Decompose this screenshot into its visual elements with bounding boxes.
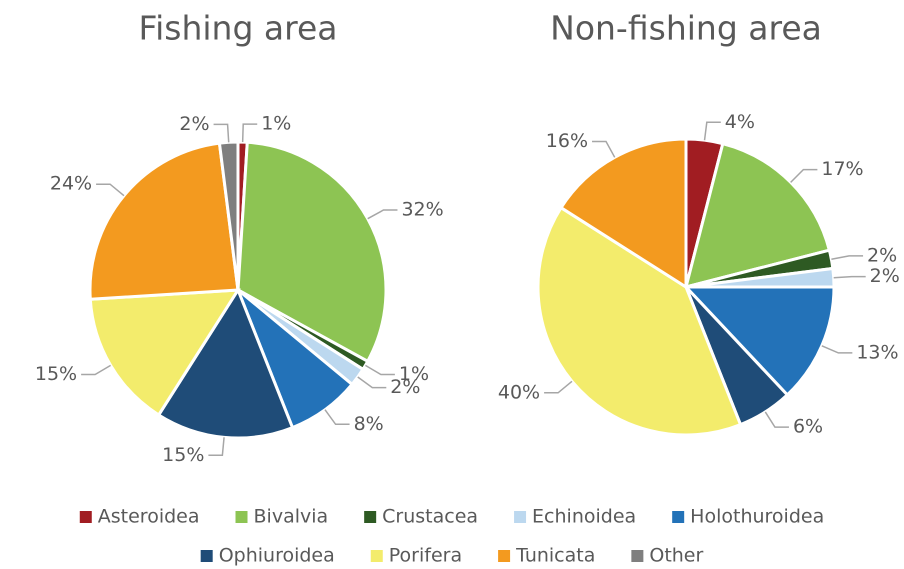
leader-line [241,123,258,143]
legend-swatch [79,511,92,523]
pie-slice [88,141,240,301]
leader-line [544,380,573,394]
value-label: 1% [261,113,291,135]
legend-swatch [631,550,644,562]
value-label: 15% [35,363,77,385]
pie-slice [558,137,688,290]
legend-item: Tunicata [498,545,595,567]
legend-label: Tunicata [515,545,595,567]
legend-label: Bivalvia [254,506,329,528]
leader-line [367,209,398,220]
pie-slice [683,141,832,290]
legend-item: Ophiuroidea [200,545,335,567]
leader-line [208,437,225,457]
leader-line [764,411,789,428]
leader-line [324,409,350,426]
legend-swatch [514,511,527,523]
leader-line [96,183,125,197]
legend-label: Porifera [389,545,462,567]
value-label: 2% [390,376,420,398]
pie-slice [217,140,240,291]
legend-swatch [364,511,377,523]
legend-swatch [498,550,511,562]
leader-line [592,140,616,158]
legend-label: Crustacea [382,506,478,528]
leader-line [213,123,230,143]
value-label: 6% [793,416,823,438]
legend-swatch [200,550,213,562]
legend-label: Ophiuroidea [219,545,335,567]
leader-line [703,121,721,141]
value-label: 40% [498,381,540,403]
value-label: 24% [50,173,92,195]
legend-label: Other [649,545,703,567]
legend-swatch [235,511,248,523]
legend-swatch [672,511,685,523]
pie-slice [536,205,743,437]
value-label: 1% [399,363,429,385]
legend-item: Echinoidea [514,506,636,528]
value-label: 2% [179,113,209,135]
value-label: 17% [821,158,863,180]
pie-slice [682,285,836,398]
legend-swatch [370,550,383,562]
value-label: 15% [162,444,204,466]
value-label: 8% [354,413,384,435]
value-label: 2% [867,244,897,266]
value-label: 13% [856,341,898,363]
leader-line [790,168,818,183]
legend-label: Asteroidea [98,506,200,528]
chart-title: Non-fishing area [550,9,822,48]
legend-item: Crustacea [364,506,478,528]
value-label: 32% [401,199,443,221]
leader-line [81,364,111,376]
legend-item: Porifera [370,545,462,567]
pie-slice [236,140,388,364]
leader-line [357,376,387,389]
value-label: 2% [870,265,900,287]
legend-item: Asteroidea [79,506,200,528]
legend-item: Other [631,545,703,567]
leader-line [833,275,866,279]
leader-line [821,345,853,354]
legend-item: Holothuroidea [672,506,824,528]
value-label: 4% [725,111,755,133]
legend-item: Bivalvia [235,506,329,528]
leader-line [831,255,864,261]
legend-label: Echinoidea [532,506,636,528]
chart-title: Fishing area [139,9,338,48]
legend-label: Holothuroidea [690,506,824,528]
leader-line [365,364,395,376]
value-label: 16% [546,130,588,152]
